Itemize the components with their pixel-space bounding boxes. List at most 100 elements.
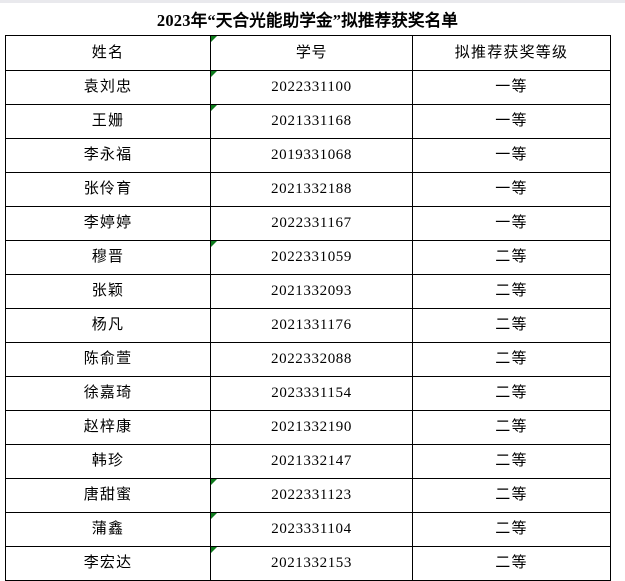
- cell-name[interactable]: 李永福: [5, 138, 211, 173]
- cell-student-id[interactable]: 2021332147: [210, 444, 413, 479]
- cell-name[interactable]: 陈俞萱: [5, 342, 211, 377]
- cell-name-text: 蒲鑫: [91, 521, 125, 537]
- table-header-row: 姓名 学号 拟推荐获奖等级: [5, 35, 611, 71]
- cell-award-level[interactable]: 二等: [412, 342, 611, 377]
- spreadsheet-sheet: 2023年“天合光能助学金”拟推荐获奖名单 姓名 学号 拟推荐获奖等级 袁刘忠: [5, 4, 611, 581]
- cell-student-id[interactable]: 2022331123: [210, 478, 413, 513]
- cell-name-text: 赵梓康: [83, 419, 133, 435]
- cell-name-text: 徐嘉琦: [83, 385, 133, 401]
- cell-award-level-text: 一等: [495, 113, 528, 129]
- cell-award-level-text: 二等: [495, 555, 528, 571]
- table-row: 赵梓康 2021332190 二等: [5, 410, 611, 445]
- cell-award-level-text: 二等: [495, 351, 528, 367]
- cell-name-text: 张颖: [91, 283, 125, 299]
- cell-name[interactable]: 袁刘忠: [5, 70, 211, 105]
- cell-student-id[interactable]: 2021332153: [210, 546, 413, 581]
- cell-name[interactable]: 韩珍: [5, 444, 211, 479]
- cell-award-level[interactable]: 二等: [412, 512, 611, 547]
- cell-award-level-text: 一等: [495, 147, 528, 163]
- cell-student-id-text: 2021332188: [271, 181, 352, 197]
- cell-award-level[interactable]: 二等: [412, 308, 611, 343]
- cell-student-id[interactable]: 2019331068: [210, 138, 413, 173]
- cell-student-id-text: 2021332093: [271, 283, 352, 299]
- cell-award-level-text: 一等: [495, 79, 528, 95]
- cell-student-id-text: 2022331123: [271, 487, 352, 503]
- cell-student-id[interactable]: 2021332190: [210, 410, 413, 445]
- cell-award-level-text: 二等: [495, 317, 528, 333]
- table-row: 唐甜蜜 2022331123 二等: [5, 478, 611, 513]
- column-header-student-id-label: 学号: [295, 45, 328, 61]
- cell-name[interactable]: 唐甜蜜: [5, 478, 211, 513]
- table-row: 张颖 2021332093 二等: [5, 274, 611, 309]
- cell-award-level[interactable]: 一等: [412, 104, 611, 139]
- cell-name[interactable]: 张伶育: [5, 172, 211, 207]
- cell-name-text: 穆晋: [91, 249, 125, 265]
- table-row: 韩珍 2021332147 二等: [5, 444, 611, 479]
- cell-student-id[interactable]: 2021332093: [210, 274, 413, 309]
- table-row: 李婷婷 2022331167 一等: [5, 206, 611, 241]
- cell-student-id-text: 2019331068: [271, 147, 352, 163]
- cell-name[interactable]: 徐嘉琦: [5, 376, 211, 411]
- cell-award-level[interactable]: 二等: [412, 444, 611, 479]
- cell-student-id-text: 2021331168: [271, 113, 352, 129]
- award-recipients-table: 姓名 学号 拟推荐获奖等级 袁刘忠 2022331100 一等 王姗 202133116…: [5, 35, 611, 581]
- cell-name[interactable]: 王姗: [5, 104, 211, 139]
- cell-student-id[interactable]: 2022331059: [210, 240, 413, 275]
- table-row: 袁刘忠 2022331100 一等: [5, 70, 611, 105]
- column-header-student-id: 学号: [210, 35, 413, 71]
- cell-name-text: 袁刘忠: [83, 79, 133, 95]
- cell-award-level[interactable]: 二等: [412, 478, 611, 513]
- cell-award-level-text: 二等: [495, 283, 528, 299]
- cell-name[interactable]: 李宏达: [5, 546, 211, 581]
- table-row: 徐嘉琦 2023331154 二等: [5, 376, 611, 411]
- cell-student-id[interactable]: 2021332188: [210, 172, 413, 207]
- cell-student-id-text: 2021332147: [271, 453, 352, 469]
- cell-award-level[interactable]: 二等: [412, 546, 611, 581]
- table-row: 张伶育 2021332188 一等: [5, 172, 611, 207]
- cell-award-level[interactable]: 二等: [412, 410, 611, 445]
- cell-award-level[interactable]: 二等: [412, 240, 611, 275]
- cell-student-id[interactable]: 2023331154: [210, 376, 413, 411]
- cell-student-id-text: 2022331167: [271, 215, 352, 231]
- column-header-award-level-label: 拟推荐获奖等级: [454, 45, 569, 61]
- cell-name[interactable]: 赵梓康: [5, 410, 211, 445]
- cell-name-text: 李婷婷: [83, 215, 133, 231]
- cell-award-level[interactable]: 一等: [412, 70, 611, 105]
- cell-name[interactable]: 蒲鑫: [5, 512, 211, 547]
- table-row: 陈俞萱 2022332088 二等: [5, 342, 611, 377]
- cell-name-text: 李永福: [83, 147, 133, 163]
- table-row: 王姗 2021331168 一等: [5, 104, 611, 139]
- cell-student-id[interactable]: 2023331104: [210, 512, 413, 547]
- cell-award-level-text: 二等: [495, 419, 528, 435]
- column-header-name-label: 姓名: [91, 45, 125, 61]
- table-row: 穆晋 2022331059 二等: [5, 240, 611, 275]
- table-row: 李永福 2019331068 一等: [5, 138, 611, 173]
- cell-award-level-text: 二等: [495, 249, 528, 265]
- cell-student-id[interactable]: 2022331167: [210, 206, 413, 241]
- cell-name[interactable]: 杨凡: [5, 308, 211, 343]
- table-row: 李宏达 2021332153 二等: [5, 546, 611, 581]
- cell-award-level-text: 二等: [495, 521, 528, 537]
- cell-award-level[interactable]: 一等: [412, 138, 611, 173]
- cell-award-level[interactable]: 一等: [412, 206, 611, 241]
- cell-award-level-text: 一等: [495, 215, 528, 231]
- cell-name[interactable]: 张颖: [5, 274, 211, 309]
- cell-student-id[interactable]: 2022332088: [210, 342, 413, 377]
- document-title-row: 2023年“天合光能助学金”拟推荐获奖名单: [5, 4, 610, 34]
- cell-student-id-text: 2022332088: [271, 351, 352, 367]
- cell-student-id-text: 2021332190: [271, 419, 352, 435]
- cell-student-id[interactable]: 2021331168: [210, 104, 413, 139]
- cell-award-level-text: 二等: [495, 487, 528, 503]
- cell-award-level-text: 二等: [495, 385, 528, 401]
- cell-student-id[interactable]: 2021331176: [210, 308, 413, 343]
- cell-name[interactable]: 穆晋: [5, 240, 211, 275]
- cell-student-id[interactable]: 2022331100: [210, 70, 413, 105]
- cell-name[interactable]: 李婷婷: [5, 206, 211, 241]
- cell-name-text: 王姗: [91, 113, 125, 129]
- cell-student-id-text: 2021331176: [271, 317, 352, 333]
- cell-award-level[interactable]: 二等: [412, 274, 611, 309]
- cell-award-level[interactable]: 一等: [412, 172, 611, 207]
- cell-student-id-text: 2022331100: [271, 79, 352, 95]
- cell-award-level-text: 一等: [495, 181, 528, 197]
- cell-award-level[interactable]: 二等: [412, 376, 611, 411]
